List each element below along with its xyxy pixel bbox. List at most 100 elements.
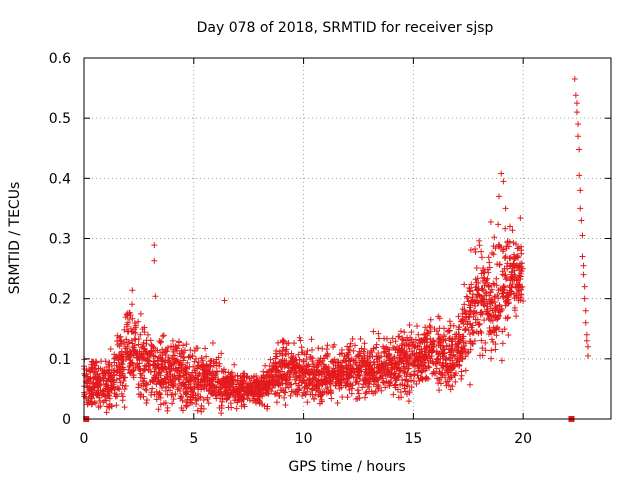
data-point <box>94 371 101 378</box>
data-point <box>406 354 413 361</box>
data-point <box>296 375 303 382</box>
data-point <box>355 387 362 394</box>
data-point <box>481 292 488 299</box>
data-point <box>86 368 93 375</box>
data-point <box>499 340 506 347</box>
data-point <box>246 375 253 382</box>
data-point <box>157 394 164 401</box>
data-point <box>219 395 226 402</box>
data-point <box>424 343 431 350</box>
data-point <box>389 335 396 342</box>
data-points <box>81 76 591 422</box>
data-point <box>114 332 121 339</box>
data-point <box>364 383 371 390</box>
data-point <box>171 352 178 359</box>
data-point <box>385 346 392 353</box>
data-point <box>511 255 518 262</box>
data-point <box>512 283 519 290</box>
data-point <box>182 367 189 374</box>
data-point <box>231 361 238 368</box>
data-point <box>227 373 234 380</box>
data-point <box>221 297 228 304</box>
data-point <box>583 337 590 344</box>
data-point <box>291 340 298 347</box>
data-point <box>510 260 517 267</box>
data-point <box>275 378 282 385</box>
data-point <box>121 386 128 393</box>
data-point <box>415 343 422 350</box>
data-point <box>407 334 414 341</box>
data-point <box>210 383 217 390</box>
data-point <box>582 307 589 314</box>
data-point <box>268 379 275 386</box>
x-tick-label: 0 <box>80 431 89 447</box>
data-point <box>367 353 374 360</box>
data-point <box>520 298 527 305</box>
data-point <box>397 357 404 364</box>
data-point <box>218 379 225 386</box>
data-point <box>314 359 321 366</box>
data-point <box>302 380 309 387</box>
data-point <box>274 389 281 396</box>
data-point <box>366 353 373 360</box>
data-point <box>184 375 191 382</box>
data-point <box>192 392 199 399</box>
data-point <box>380 343 387 350</box>
data-point <box>427 316 434 323</box>
data-point <box>104 392 111 399</box>
data-point <box>435 380 442 387</box>
data-point <box>198 402 205 409</box>
data-point <box>479 345 486 352</box>
data-point <box>152 361 159 368</box>
data-point <box>279 347 286 354</box>
data-point <box>127 311 134 318</box>
data-point <box>191 348 198 355</box>
data-point <box>490 251 497 258</box>
data-point <box>209 339 216 346</box>
data-point <box>155 406 162 413</box>
data-point <box>479 352 486 359</box>
data-point <box>283 340 290 347</box>
data-point <box>463 293 470 300</box>
data-point <box>410 360 417 367</box>
data-point <box>309 346 316 353</box>
data-point <box>97 403 104 410</box>
data-point <box>286 373 293 380</box>
data-point <box>218 410 225 417</box>
data-point <box>496 261 503 268</box>
data-point <box>279 380 286 387</box>
data-point <box>272 350 279 357</box>
data-point <box>478 270 485 277</box>
data-point <box>482 347 489 354</box>
data-point <box>514 245 521 252</box>
data-point <box>335 380 342 387</box>
data-point <box>304 385 311 392</box>
data-point <box>406 389 413 396</box>
data-point <box>139 372 146 379</box>
data-point <box>492 346 499 353</box>
data-point <box>179 397 186 404</box>
data-point <box>440 346 447 353</box>
data-point <box>103 409 110 416</box>
data-point <box>582 319 589 326</box>
data-point <box>304 347 311 354</box>
data-point <box>314 377 321 384</box>
data-point <box>296 334 303 341</box>
data-point <box>509 263 516 270</box>
data-point <box>445 367 452 374</box>
data-point <box>273 370 280 377</box>
data-point <box>476 320 483 327</box>
data-point <box>107 377 114 384</box>
data-point <box>302 391 309 398</box>
data-point <box>487 288 494 295</box>
data-point <box>363 370 370 377</box>
data-point <box>462 340 469 347</box>
data-point <box>366 378 373 385</box>
data-point <box>408 377 415 384</box>
data-point <box>392 381 399 388</box>
data-point <box>123 323 130 330</box>
data-point <box>116 375 123 382</box>
data-point <box>437 334 444 341</box>
data-point <box>331 368 338 375</box>
data-point <box>142 386 149 393</box>
